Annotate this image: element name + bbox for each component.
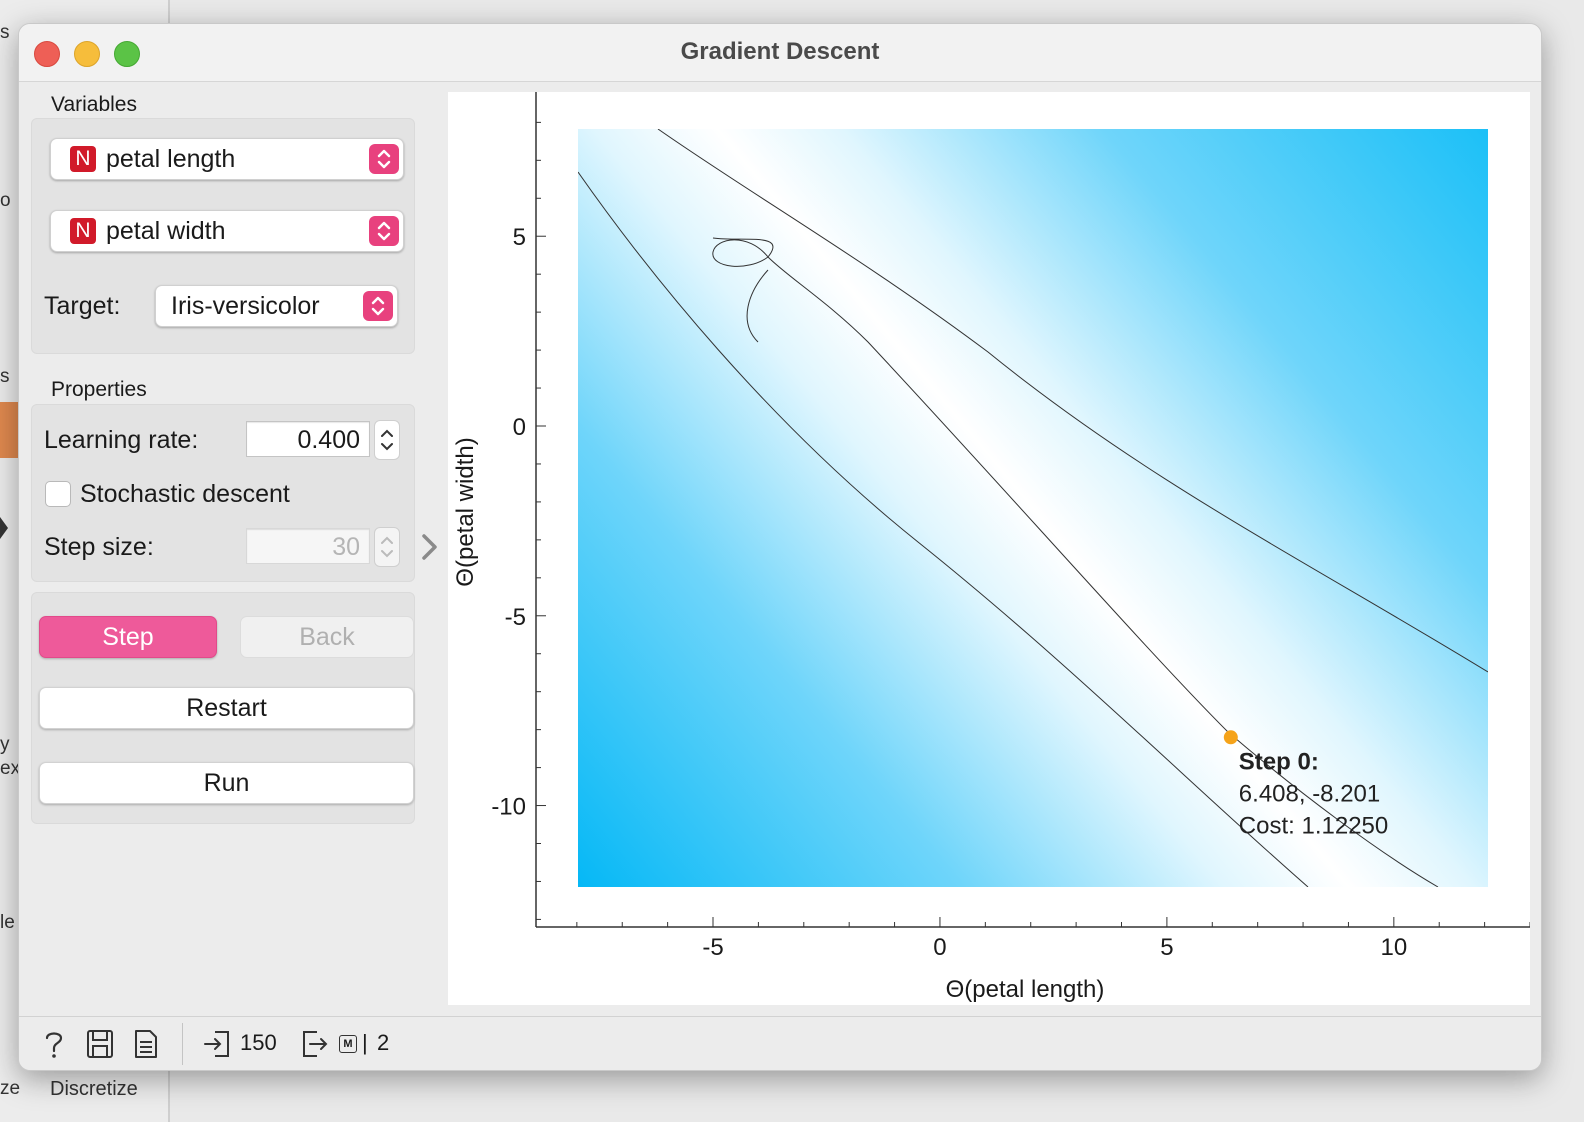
help-icon[interactable] — [41, 1029, 67, 1059]
output-data-icon — [303, 1031, 328, 1057]
y-variable-combo[interactable]: N petal width — [50, 210, 404, 252]
gradient-descent-window: Gradient Descent Variables N petal lengt… — [18, 23, 1542, 1071]
input-data-icon — [204, 1031, 229, 1057]
step-size-label: Step size: — [44, 533, 154, 561]
canvas-widget-label[interactable]: Discretize — [50, 1078, 138, 1100]
y-tick-label: -10 — [491, 794, 526, 821]
model-badge: M — [339, 1035, 357, 1053]
input-count: 150 — [240, 1030, 277, 1055]
canvas-arrow-icon — [0, 517, 8, 539]
stochastic-descent-label[interactable]: Stochastic descent — [80, 480, 290, 508]
status-bar: 150 M | 2 — [19, 1016, 1541, 1070]
plot-area[interactable]: -5 0 5 10 5 0 -5 -10 Θ(petal length) Θ(petal wi… — [448, 92, 1531, 1005]
step-tooltip: Step 0: 6.408, -8.201 Cost: 1.12250 — [1239, 748, 1388, 839]
canvas-fragment: s — [0, 366, 10, 387]
canvas-fragment: o — [0, 190, 11, 211]
x-tick-label: 10 — [1380, 934, 1407, 961]
canvas-fragment: s — [0, 22, 10, 43]
gradient-plot[interactable]: -5 0 5 10 5 0 -5 -10 Θ(petal length) Θ(petal wi… — [448, 92, 1531, 1005]
back-button[interactable]: Back — [240, 616, 414, 658]
combo-stepper-icon — [369, 144, 399, 174]
learning-rate-stepper[interactable] — [374, 420, 400, 460]
target-label: Target: — [44, 292, 121, 320]
x-variable-combo[interactable]: N petal length — [50, 138, 404, 180]
variables-section-label: Variables — [51, 93, 137, 116]
contour-lines — [578, 129, 1488, 887]
collapse-panel-icon[interactable] — [419, 532, 441, 562]
minimize-window-button[interactable] — [74, 41, 100, 67]
output-separator: | — [362, 1030, 368, 1055]
x-variable-value: petal length — [106, 145, 236, 173]
y-axis-label: Θ(petal width) — [452, 437, 479, 586]
x-tick-label: 0 — [933, 934, 946, 961]
y-variable-value: petal width — [106, 217, 226, 245]
save-icon[interactable] — [86, 1029, 114, 1059]
canvas-fragment: ex — [0, 758, 21, 779]
cost-heatmap — [578, 129, 1488, 887]
x-tick-label: -5 — [702, 934, 723, 961]
stochastic-descent-checkbox[interactable] — [45, 481, 71, 507]
combo-stepper-icon — [363, 291, 393, 321]
tooltip-title: Step 0: — [1239, 748, 1319, 775]
target-combo[interactable]: Iris-versicolor — [155, 285, 398, 327]
x-axis-label: Θ(petal length) — [946, 976, 1105, 1003]
y-tick-label: -5 — [505, 604, 526, 631]
canvas-widget-node[interactable] — [0, 402, 18, 458]
window-title: Gradient Descent — [680, 38, 880, 65]
canvas-fragment: le — [0, 912, 15, 933]
y-tick-label: 0 — [513, 414, 526, 441]
close-window-button[interactable] — [34, 41, 60, 67]
step-size-stepper[interactable] — [374, 527, 400, 567]
report-icon[interactable] — [133, 1029, 159, 1059]
step-button[interactable]: Step — [39, 616, 217, 658]
learning-rate-label: Learning rate: — [44, 426, 199, 454]
restart-button[interactable]: Restart — [39, 687, 414, 729]
canvas-fragment: y — [0, 734, 10, 755]
maximize-window-button[interactable] — [114, 41, 140, 67]
step-size-input[interactable]: 30 — [246, 528, 370, 564]
title-bar[interactable]: Gradient Descent — [19, 24, 1541, 82]
numeric-variable-icon: N — [70, 146, 96, 172]
numeric-variable-icon: N — [70, 218, 96, 244]
target-value: Iris-versicolor — [171, 292, 320, 320]
tooltip-coords: 6.408, -8.201 — [1239, 780, 1380, 807]
properties-section-label: Properties — [51, 378, 147, 401]
current-step-point[interactable] — [1223, 730, 1238, 745]
y-tick-label: 5 — [513, 224, 526, 251]
status-separator — [182, 1023, 183, 1065]
run-button[interactable]: Run — [39, 762, 414, 804]
x-tick-label: 5 — [1160, 934, 1173, 961]
tooltip-cost: Cost: 1.12250 — [1239, 812, 1388, 839]
combo-stepper-icon — [369, 216, 399, 246]
canvas-fragment: ze — [0, 1078, 21, 1099]
output-count: 2 — [377, 1030, 390, 1055]
learning-rate-input[interactable]: 0.400 — [246, 421, 370, 457]
